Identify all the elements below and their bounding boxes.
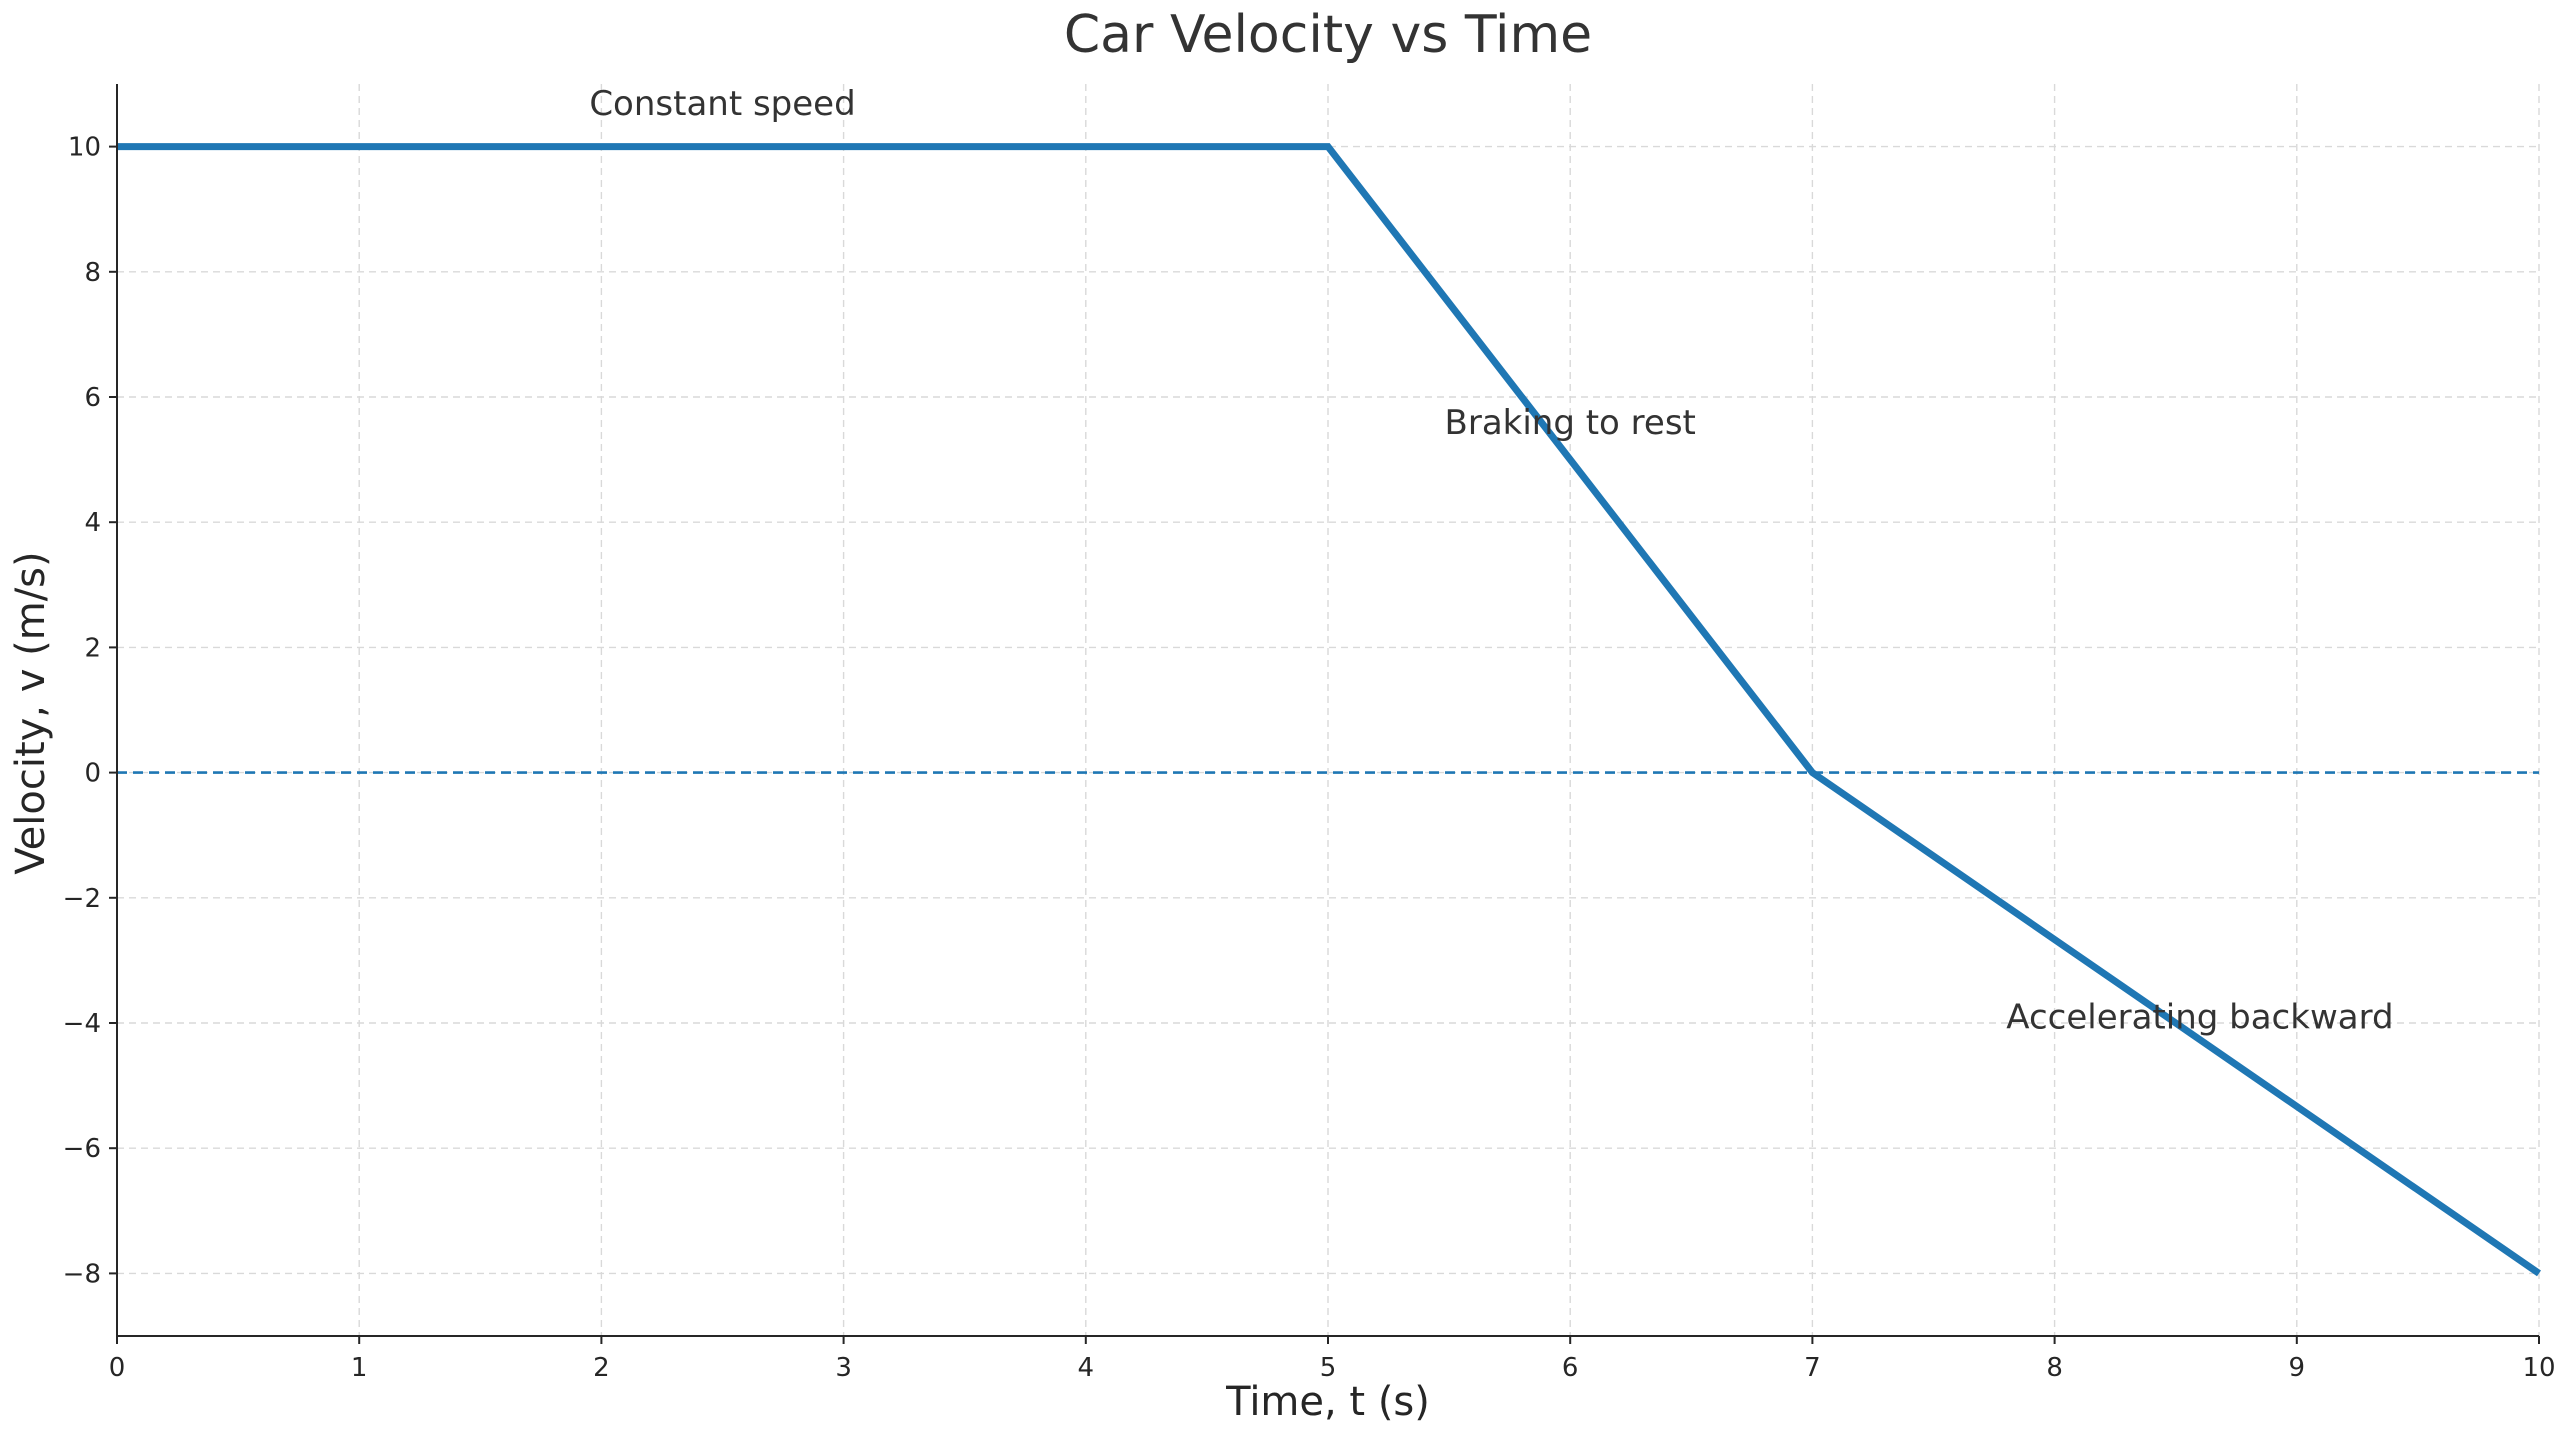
chart-title: Car Velocity vs Time [1064, 5, 1592, 65]
y-tick-label: −8 [63, 1259, 101, 1289]
ticks: 0 1 2 3 4 5 6 7 8 9 10 −8 −6 −4 −2 0 2 4 6 8 10 [63, 133, 2556, 1383]
y-tick-label: 10 [68, 133, 101, 163]
y-tick-label: 6 [84, 383, 101, 413]
x-tick-label: 10 [2522, 1353, 2555, 1383]
x-tick-label: 2 [593, 1353, 610, 1383]
annotation-label: Braking to rest [1445, 403, 1696, 443]
velocity-series-line [117, 143, 2541, 1277]
y-tick-label: −2 [63, 884, 101, 914]
x-tick-label: 1 [351, 1353, 368, 1383]
annotation-label: Constant speed [589, 84, 855, 124]
x-tick-label: 3 [835, 1353, 852, 1383]
x-tick-label: 5 [1320, 1353, 1337, 1383]
y-tick-label: −4 [63, 1009, 101, 1039]
x-tick-label: 0 [109, 1353, 126, 1383]
x-tick-label: 4 [1078, 1353, 1095, 1383]
y-tick-label: −6 [63, 1134, 101, 1164]
annotations: Constant speed Braking to rest Acceleratin… [589, 84, 2393, 1038]
series-layer [117, 143, 2541, 1277]
y-tick-label: 4 [84, 508, 101, 538]
y-tick-label: 8 [84, 258, 101, 288]
y-tick-label: 2 [84, 633, 101, 663]
x-tick-label: 8 [2046, 1353, 2063, 1383]
x-tick-label: 6 [1562, 1353, 1579, 1383]
annotation-label: Accelerating backward [2006, 998, 2393, 1038]
y-tick-label: 0 [84, 759, 101, 789]
x-tick-label: 9 [2289, 1353, 2306, 1383]
grid [116, 84, 2540, 1336]
y-axis-label: Velocity, v (m/s) [8, 551, 54, 874]
x-axis-label: Time, t (s) [1225, 1379, 1430, 1425]
x-tick-label: 7 [1804, 1353, 1821, 1383]
